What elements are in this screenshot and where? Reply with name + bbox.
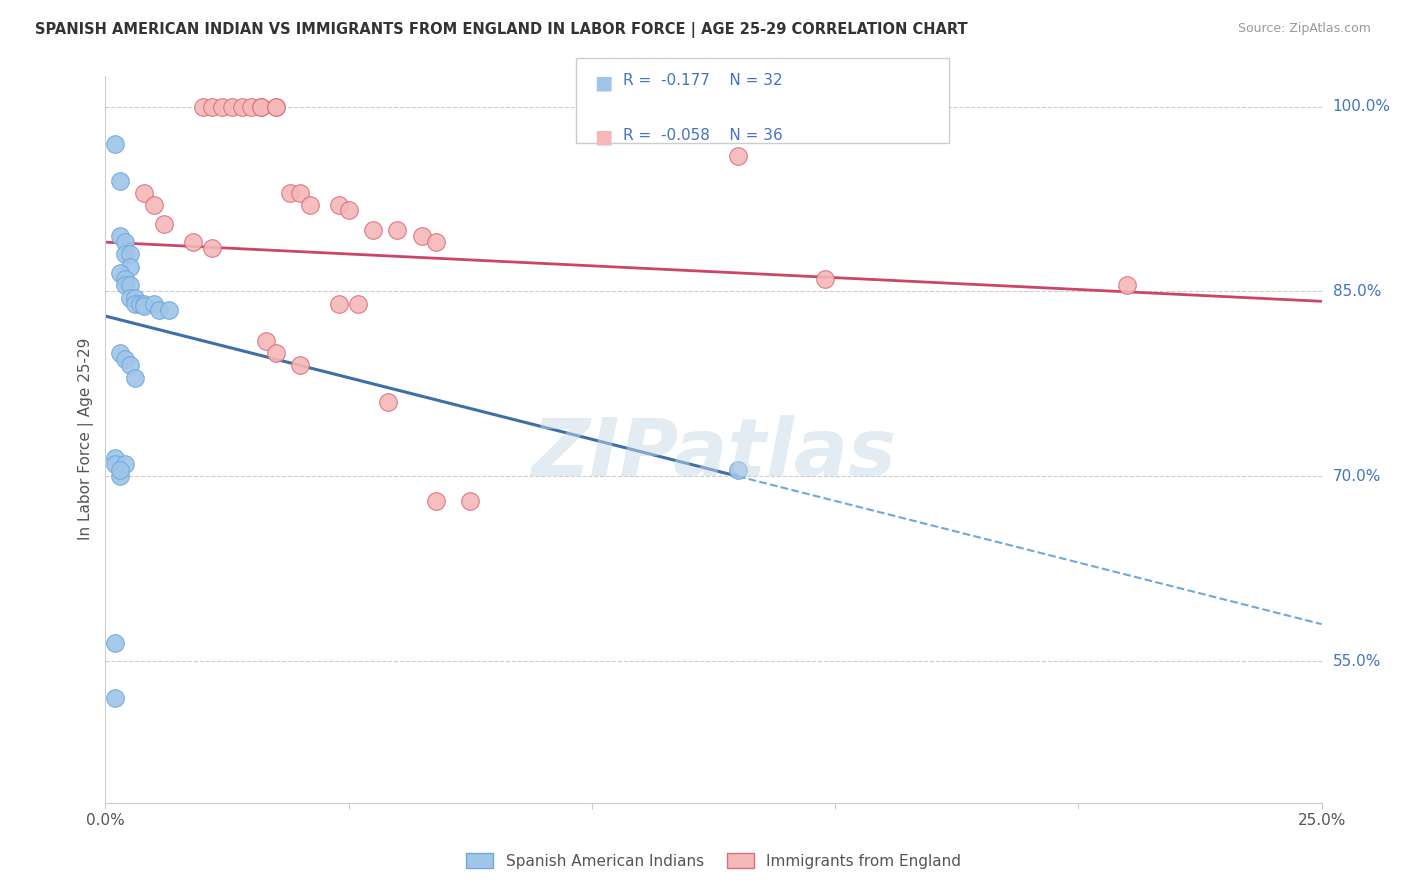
Point (387, 223, 409, 237)
Point (278, 186, 301, 200)
Point (211, 100, 233, 114)
Point (458, 494, 481, 508)
Text: ZIPatlas: ZIPatlas (531, 415, 896, 493)
Point (118, 247, 141, 261)
Point (347, 297, 370, 311)
Point (264, 346, 287, 360)
Point (108, 346, 131, 360)
Point (124, 297, 146, 311)
Point (240, 100, 263, 114)
Point (104, 136, 127, 151)
Point (298, 198, 321, 212)
Point (114, 247, 136, 261)
Point (108, 463, 131, 477)
Point (108, 173, 131, 187)
Point (118, 291, 141, 305)
Point (337, 203, 360, 218)
Point (143, 198, 166, 212)
Point (108, 469, 131, 483)
Point (630, 100, 652, 114)
Point (134, 299, 156, 313)
Text: SPANISH AMERICAN INDIAN VS IMMIGRANTS FROM ENGLAND IN LABOR FORCE | AGE 25-29 CO: SPANISH AMERICAN INDIAN VS IMMIGRANTS FR… (35, 22, 967, 38)
Point (128, 297, 150, 311)
Text: 55.0%: 55.0% (1333, 654, 1381, 669)
Text: 70.0%: 70.0% (1333, 469, 1381, 483)
Text: ■: ■ (595, 128, 613, 146)
Point (118, 359, 141, 373)
Point (143, 297, 166, 311)
Point (104, 457, 127, 471)
Point (104, 691, 127, 706)
Text: 85.0%: 85.0% (1333, 284, 1381, 299)
Point (191, 100, 214, 114)
Point (157, 302, 180, 317)
Text: Source: ZipAtlas.com: Source: ZipAtlas.com (1237, 22, 1371, 36)
Point (254, 334, 277, 348)
Point (114, 457, 136, 471)
Point (328, 198, 350, 212)
Point (231, 100, 253, 114)
Y-axis label: In Labor Force | Age 25-29: In Labor Force | Age 25-29 (79, 338, 94, 541)
Point (124, 370, 146, 384)
Point (114, 235, 136, 249)
Point (727, 463, 749, 477)
Point (361, 223, 384, 237)
Point (201, 100, 224, 114)
Point (104, 450, 127, 465)
Text: R =  -0.177    N = 32: R = -0.177 N = 32 (623, 73, 783, 88)
Point (104, 635, 127, 649)
Point (425, 235, 447, 249)
Point (250, 100, 273, 114)
Point (134, 297, 156, 311)
Point (221, 100, 243, 114)
Text: ■: ■ (595, 73, 613, 92)
Point (250, 100, 273, 114)
Point (114, 272, 136, 286)
Point (148, 302, 170, 317)
Point (118, 260, 141, 274)
Point (118, 278, 141, 293)
Text: 100.0%: 100.0% (1333, 99, 1391, 114)
Point (264, 100, 287, 114)
Point (264, 100, 287, 114)
Text: R =  -0.058    N = 36: R = -0.058 N = 36 (623, 128, 783, 143)
Point (425, 494, 447, 508)
Point (377, 395, 399, 409)
Point (727, 149, 749, 163)
Point (411, 229, 433, 244)
Point (1116, 278, 1139, 293)
Point (181, 235, 204, 249)
Point (814, 272, 837, 286)
Point (288, 359, 311, 373)
Point (114, 352, 136, 367)
Legend: Spanish American Indians, Immigrants from England: Spanish American Indians, Immigrants fro… (460, 847, 967, 875)
Point (134, 186, 156, 200)
Point (201, 241, 224, 255)
Point (114, 278, 136, 293)
Point (124, 291, 146, 305)
Point (328, 297, 350, 311)
Point (108, 266, 131, 280)
Point (288, 186, 311, 200)
Point (108, 229, 131, 244)
Point (153, 217, 176, 231)
